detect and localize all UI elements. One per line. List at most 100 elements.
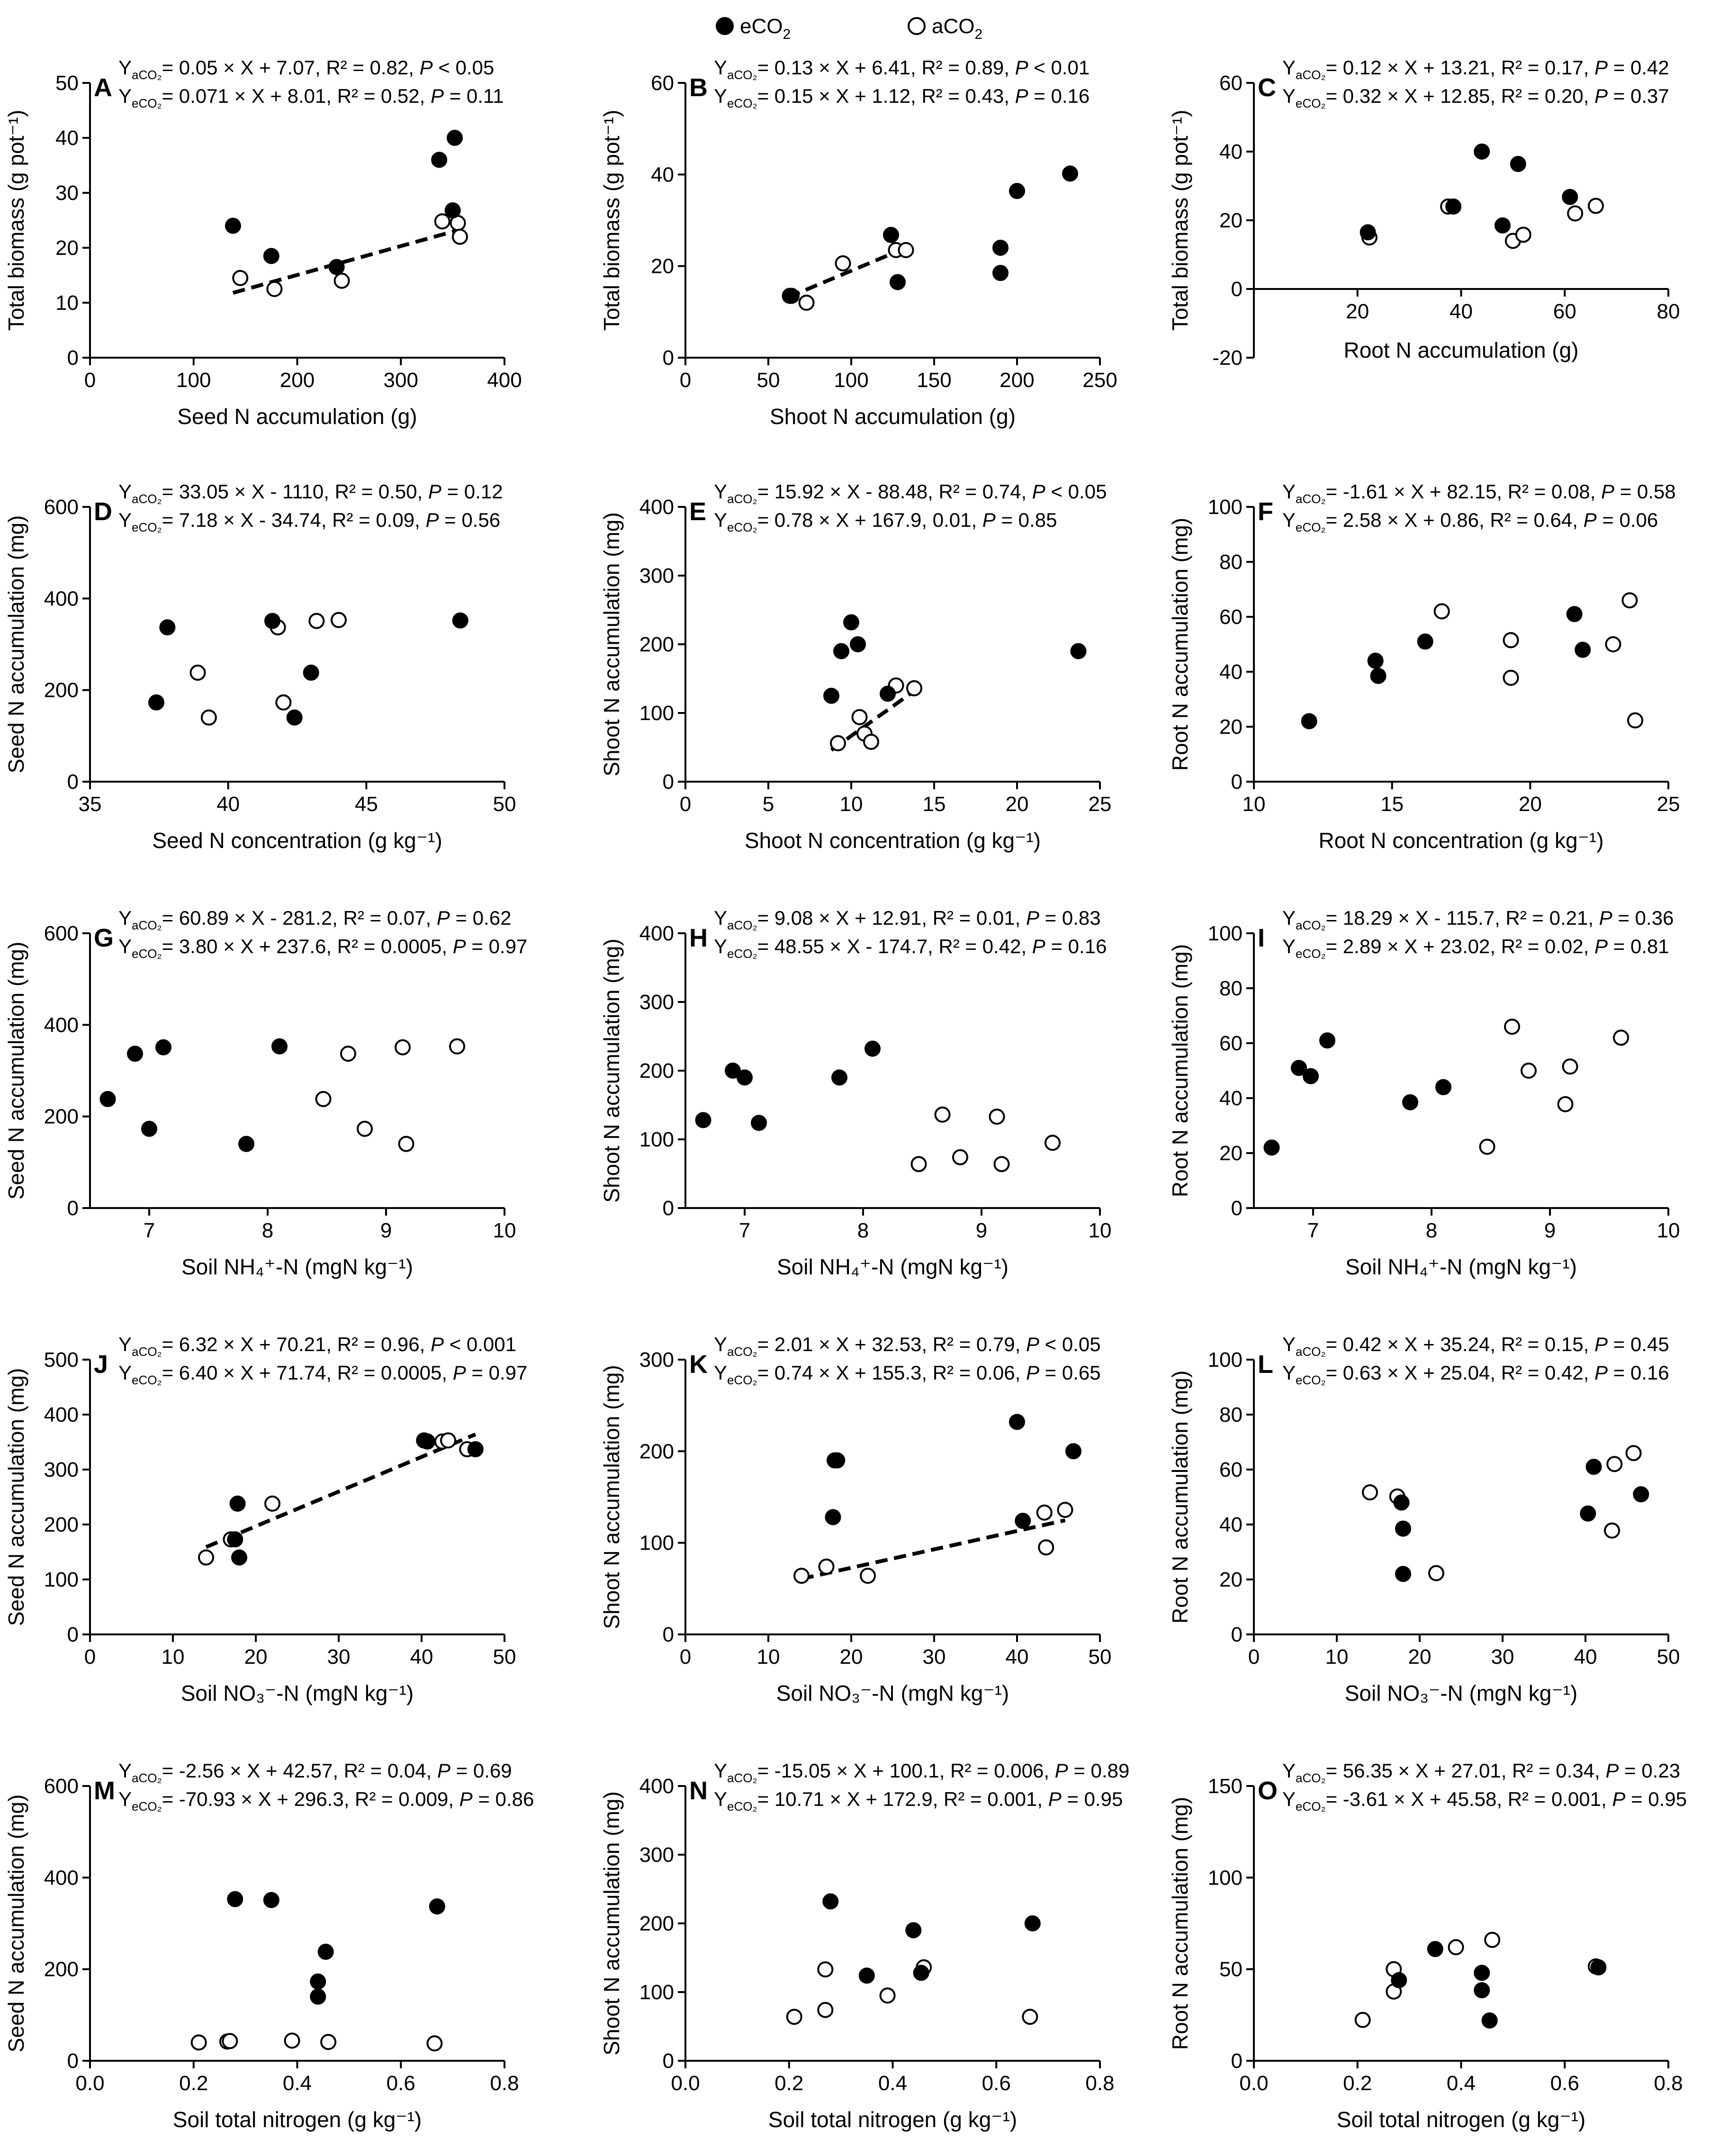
y-tick-label: 500	[44, 1348, 79, 1371]
x-tick-label: 25	[1089, 793, 1112, 816]
x-tick-label: 60	[1553, 300, 1576, 323]
aco2-point	[308, 613, 325, 629]
x-axis-label: Root N concentration (g kg⁻¹)	[1318, 828, 1603, 853]
eco2-point	[913, 1965, 929, 1981]
aco2-point	[1504, 1019, 1520, 1035]
panel-letter: D	[94, 497, 112, 526]
y-tick-label: 200	[44, 1958, 79, 1981]
x-tick-label: 10	[757, 1645, 780, 1669]
eco2-point	[1445, 198, 1462, 215]
equation-aco2: YaCO₂= 0.42 × X + 35.24, R² = 0.15, P = …	[1282, 1333, 1669, 1359]
y-tick-label: 0	[663, 2049, 674, 2073]
y-tick-label: 300	[639, 564, 674, 587]
aco2-point	[333, 272, 350, 289]
eco2-point	[825, 1509, 841, 1525]
eco2-point	[905, 1922, 922, 1939]
panel-letter: F	[1258, 497, 1273, 526]
panel-B: 0 20 40 60 0 50 100 150 200 250 Shoot N accumulati…	[599, 56, 1117, 429]
y-tick-label: 0	[663, 1623, 674, 1646]
aco2-point	[934, 1106, 951, 1123]
x-tick-label: 20	[1519, 793, 1542, 816]
x-tick-label: 30	[923, 1645, 946, 1669]
eco2-point	[227, 1891, 243, 1907]
x-tick-label: 100	[176, 369, 211, 392]
y-tick-label: 200	[639, 1440, 674, 1463]
y-tick-label: 200	[44, 1513, 79, 1536]
x-tick-label: 9	[1544, 1219, 1556, 1242]
aco2-point	[1503, 669, 1519, 686]
x-tick-label: 0.4	[283, 2072, 312, 2095]
y-axis-label: Seed N accumulation (mg)	[4, 1368, 28, 1626]
eco2-point	[286, 709, 303, 726]
equation-eco2: YeCO₂= 2.89 × X + 23.02, R² = 0.02, P = …	[1282, 935, 1669, 961]
aco2-point	[1057, 1502, 1073, 1518]
aco2-point	[817, 1961, 834, 1978]
x-axis-label: Seed N concentration (g kg⁻¹)	[152, 828, 442, 853]
y-tick-label: 200	[639, 1059, 674, 1083]
aco2-point	[451, 228, 468, 245]
x-axis-label: Root N accumulation (g)	[1344, 338, 1579, 362]
aco2-point	[1354, 2012, 1371, 2028]
eco2-point	[880, 686, 896, 702]
eco2-point	[1633, 1486, 1649, 1503]
eco2-point	[1070, 643, 1087, 659]
eco2-point	[695, 1112, 711, 1128]
panel-D: 0 200 400 600 35 40 45 50 Seed N concentration (…	[4, 480, 516, 853]
x-tick-label: 10	[162, 1645, 185, 1669]
equation-aco2: YaCO₂= -1.61 × X + 82.15, R² = 0.08, P =…	[1282, 480, 1676, 506]
aco2-point	[860, 1568, 876, 1584]
x-tick-label: 7	[1307, 1219, 1319, 1242]
eco2-point	[447, 130, 463, 146]
x-tick-label: 0.6	[1550, 2072, 1579, 2095]
x-axis-label: Seed N accumulation (g)	[177, 404, 417, 429]
eco2-point	[1009, 1414, 1025, 1430]
x-tick-label: 8	[262, 1219, 273, 1242]
eco2-point	[1391, 1972, 1407, 1988]
y-tick-label: 40	[1219, 1513, 1243, 1536]
x-tick-label: 0.0	[75, 2072, 104, 2095]
x-tick-label: 50	[1089, 1645, 1112, 1669]
aco2-point	[830, 735, 846, 751]
eco2-point	[831, 1069, 847, 1086]
aco2-point	[1022, 2009, 1038, 2025]
y-tick-label: 100	[1208, 922, 1243, 945]
aco2-point	[863, 733, 879, 750]
panel-E: 0 100 200 300 400 0 5 10 15 20 25 Shoot N concentra…	[599, 480, 1111, 853]
eco2-point	[823, 687, 839, 704]
equation-eco2: YeCO₂= 0.78 × X + 167.9, 0.01, P = 0.85	[714, 509, 1057, 534]
y-tick-label: 600	[44, 496, 79, 519]
y-tick-label: 30	[55, 181, 79, 205]
y-tick-label: 300	[639, 1348, 674, 1371]
y-tick-label: 300	[639, 1843, 674, 1867]
equation-eco2: YeCO₂= -3.61 × X + 45.58, R² = 0.001, P …	[1282, 1788, 1687, 1813]
legend: eCO2 aCO2	[716, 15, 982, 42]
aco2-point	[1562, 1058, 1578, 1075]
y-tick-label: 400	[639, 922, 674, 945]
eco2-point	[833, 643, 849, 659]
panel-letter: J	[94, 1350, 108, 1379]
x-tick-label: 20	[1006, 793, 1029, 816]
x-tick-label: 0.4	[1447, 2072, 1476, 2095]
x-tick-label: 20	[1346, 300, 1369, 323]
aco2-point	[1038, 1539, 1054, 1556]
x-tick-label: 300	[384, 369, 418, 392]
eco2-point	[829, 1452, 846, 1469]
y-tick-label: 400	[44, 1403, 79, 1426]
x-tick-label: 0.4	[878, 2072, 907, 2095]
y-axis-label: Shoot N accumulation (mg)	[599, 938, 624, 1202]
eco2-point	[1024, 1915, 1041, 1931]
aco2-point	[189, 664, 206, 681]
eco2-point	[883, 226, 899, 243]
x-tick-label: 10	[1657, 1219, 1680, 1242]
eco2-point	[229, 1495, 246, 1512]
aco2-point	[1627, 712, 1643, 729]
x-tick-label: 0	[84, 1645, 96, 1669]
eco2-point	[751, 1115, 767, 1131]
x-tick-label: 9	[976, 1219, 987, 1242]
x-tick-label: 0	[680, 793, 691, 816]
y-tick-label: 200	[44, 679, 79, 702]
equation-eco2: YeCO₂= -70.93 × X + 296.3, R² = 0.009, P…	[118, 1788, 534, 1813]
aco2-point	[1433, 603, 1450, 620]
eco2-point	[1065, 1443, 1081, 1460]
y-axis-label: Seed N accumulation (mg)	[4, 515, 28, 774]
